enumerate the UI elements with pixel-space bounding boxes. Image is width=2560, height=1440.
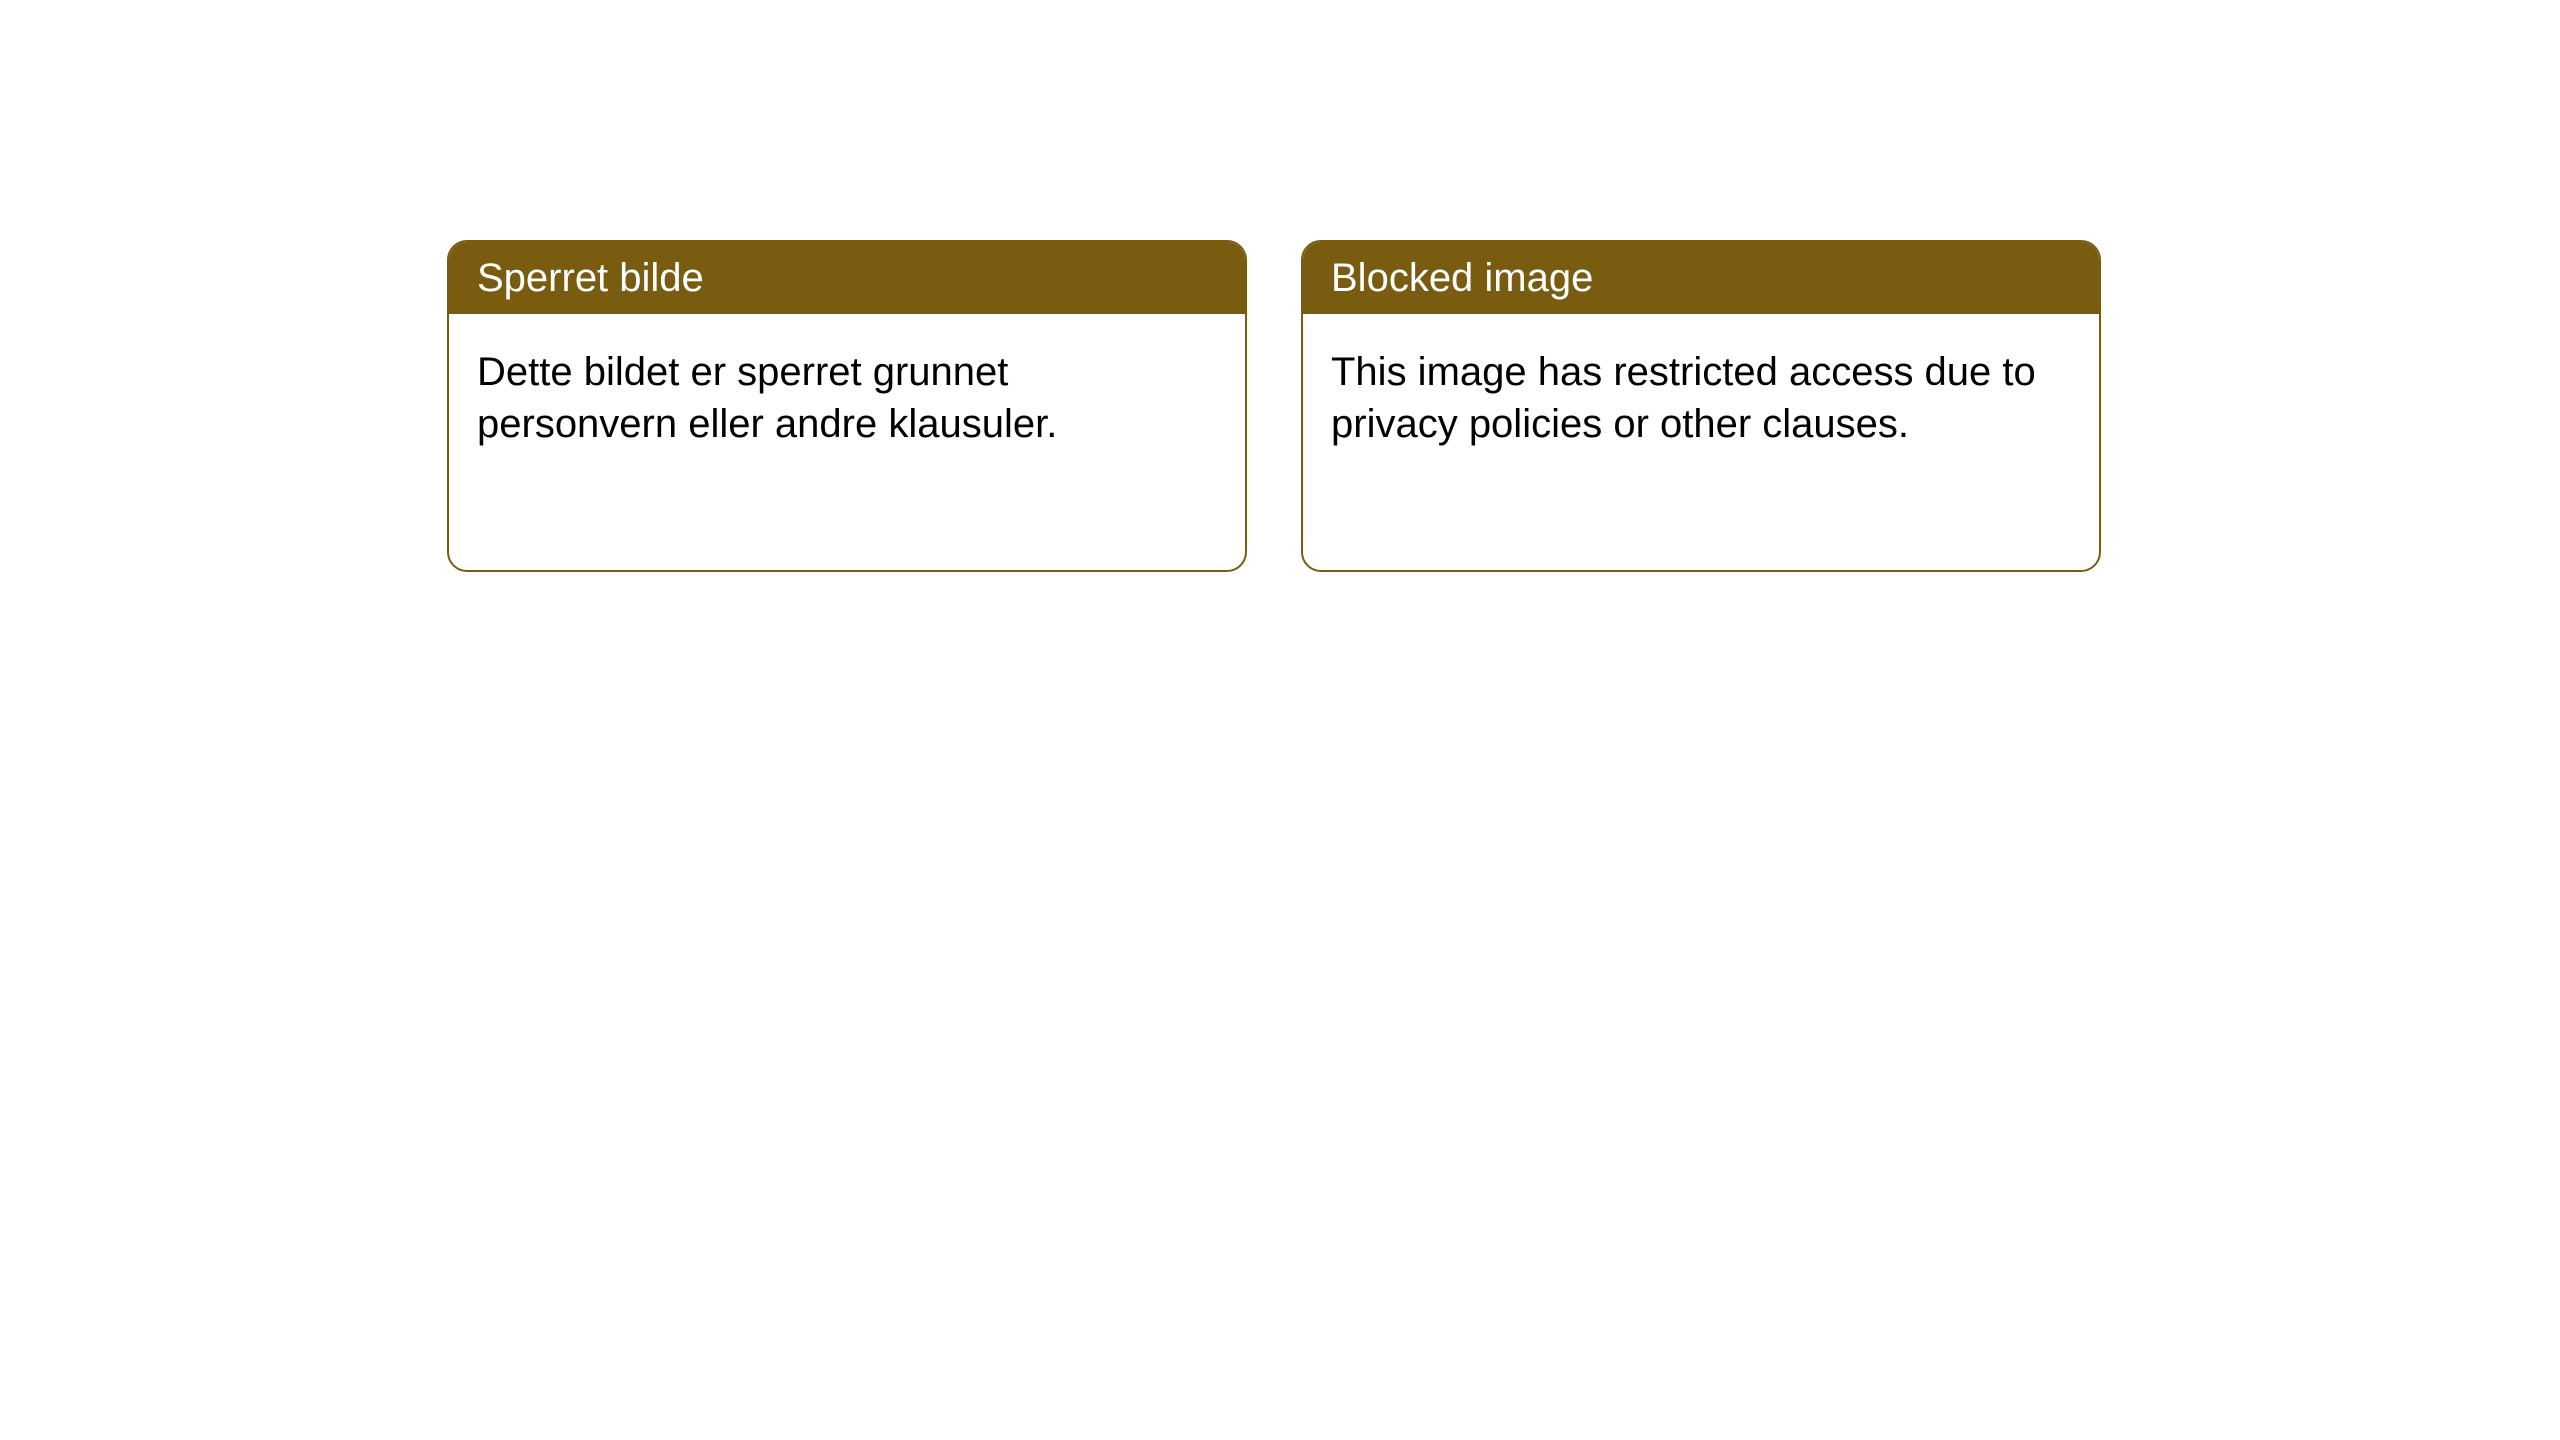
notice-body-english: This image has restricted access due to … [1303, 314, 2099, 482]
notice-container: Sperret bilde Dette bildet er sperret gr… [0, 0, 2560, 572]
notice-card-english: Blocked image This image has restricted … [1301, 240, 2101, 572]
notice-header-english: Blocked image [1303, 242, 2099, 314]
notice-card-norwegian: Sperret bilde Dette bildet er sperret gr… [447, 240, 1247, 572]
notice-body-norwegian: Dette bildet er sperret grunnet personve… [449, 314, 1245, 482]
notice-header-norwegian: Sperret bilde [449, 242, 1245, 314]
